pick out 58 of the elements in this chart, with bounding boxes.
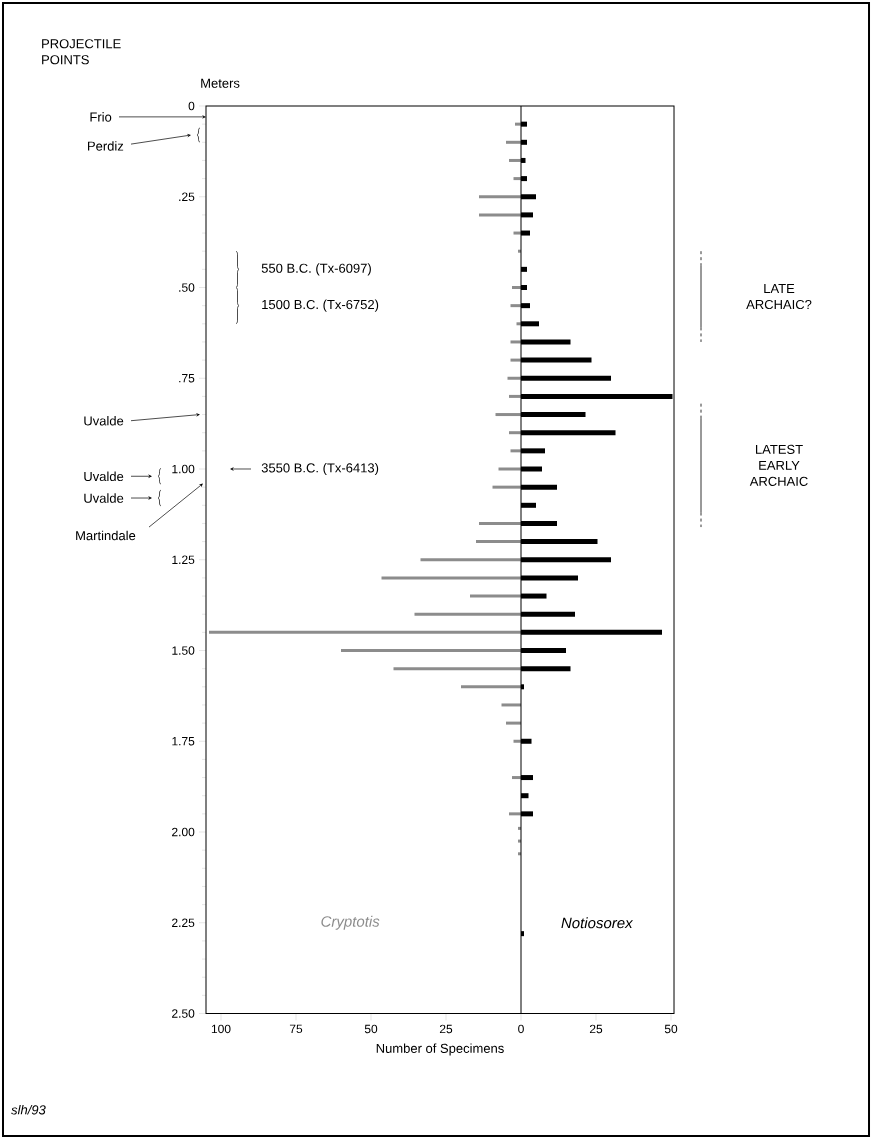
bar: [470, 594, 522, 598]
bar: [506, 140, 522, 144]
text: Uvalde: [84, 471, 124, 482]
annotation: 3550 B.C. (Tx-6413): [261, 462, 379, 476]
text: Notiosorex: [561, 917, 634, 929]
text: Martindale: [76, 530, 136, 541]
y-axis-title: Meters: [201, 78, 240, 88]
text: PROJECTILE POINTS: [42, 39, 121, 65]
bar: [479, 213, 522, 217]
text: LATEST EARLY ARCHAIC: [749, 444, 808, 486]
x-tick-label: 75: [289, 1024, 303, 1034]
y-tick-label: .75: [179, 374, 195, 383]
x-tick-label: 50: [364, 1024, 378, 1034]
bar: [414, 612, 522, 616]
bar: [506, 721, 522, 725]
bar: [479, 521, 522, 525]
y-tick-label: .25: [179, 192, 195, 201]
x-tick-label: 50: [664, 1024, 678, 1034]
text: Perdiz: [88, 141, 124, 151]
y-tick-label: 2.25: [172, 918, 195, 927]
y-tick-label: 1.00: [172, 464, 195, 474]
bar: [507, 376, 522, 380]
bar: [492, 485, 522, 489]
x-tick-label: 0: [518, 1024, 524, 1034]
bar: [209, 630, 522, 634]
y-tick-label: 1.25: [172, 555, 195, 564]
bar: [509, 431, 522, 435]
text: Cryptotis: [321, 915, 380, 930]
bar: [509, 158, 522, 162]
bar: [498, 467, 522, 471]
text: Frio: [90, 112, 112, 122]
bar: [495, 413, 522, 417]
y-tick-label: .50: [179, 283, 195, 292]
y-tick-label: 1.50: [172, 646, 195, 655]
bar: [509, 812, 522, 816]
y-tick-label: 2.50: [172, 1009, 195, 1018]
text: Uvalde: [84, 415, 124, 426]
bar: [509, 394, 522, 398]
bar: [381, 576, 522, 580]
annotation: 550 B.C. (Tx-6097): [261, 263, 371, 276]
bar: [461, 685, 522, 689]
y-tick-label: 0: [188, 101, 195, 111]
x-axis-title: Number of Specimens: [376, 1043, 504, 1056]
bar: [479, 195, 522, 199]
y-tick-label: 2.00: [172, 827, 195, 837]
bar: [393, 667, 522, 671]
text: LATE ARCHAIC?: [746, 284, 812, 310]
text: Uvalde: [84, 493, 124, 503]
text: slh/93: [11, 1104, 46, 1115]
x-tick-label: 100: [211, 1024, 231, 1034]
x-tick-label: 25: [589, 1024, 603, 1034]
annotation: 1500 B.C. (Tx-6752): [262, 299, 379, 312]
bar: [476, 540, 522, 544]
x-tick-label: 25: [439, 1024, 453, 1034]
bar: [501, 703, 522, 707]
y-tick-label: 1.75: [172, 737, 195, 746]
bar: [341, 649, 522, 652]
bar: [420, 558, 522, 562]
